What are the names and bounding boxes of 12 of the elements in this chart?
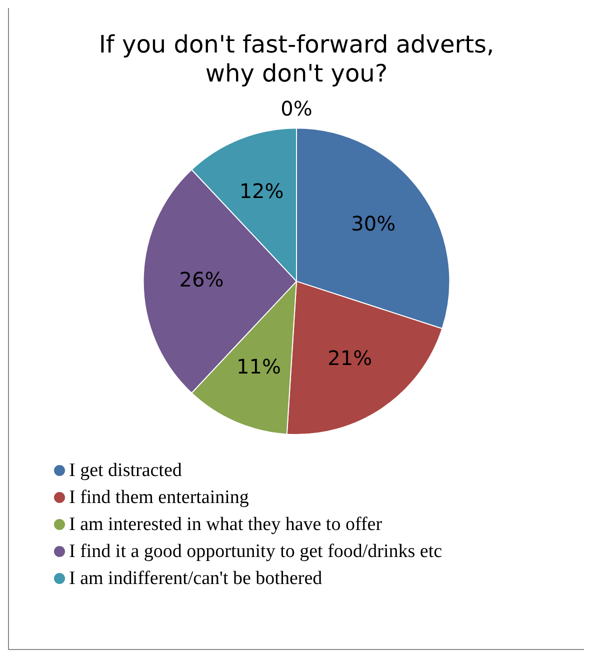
legend-label: I get distracted bbox=[69, 460, 182, 482]
data-label: 12% bbox=[239, 179, 284, 204]
data-label: 26% bbox=[179, 268, 224, 292]
data-label: 30% bbox=[351, 212, 396, 236]
legend-label: I am indifferent/can't be bothered bbox=[69, 568, 322, 590]
data-label: 21% bbox=[328, 346, 372, 370]
text: 0% bbox=[280, 96, 312, 120]
legend-label: I find it a good opportunity to get food/drinks etc bbox=[69, 540, 442, 562]
data-label: 11% bbox=[236, 354, 282, 379]
legend-label: I am interested in what they have to offer bbox=[69, 514, 382, 536]
chart-title: If you don't fast-forward adverts, why don't you? bbox=[98, 30, 494, 88]
legend-label: I find them entertaining bbox=[69, 486, 249, 508]
